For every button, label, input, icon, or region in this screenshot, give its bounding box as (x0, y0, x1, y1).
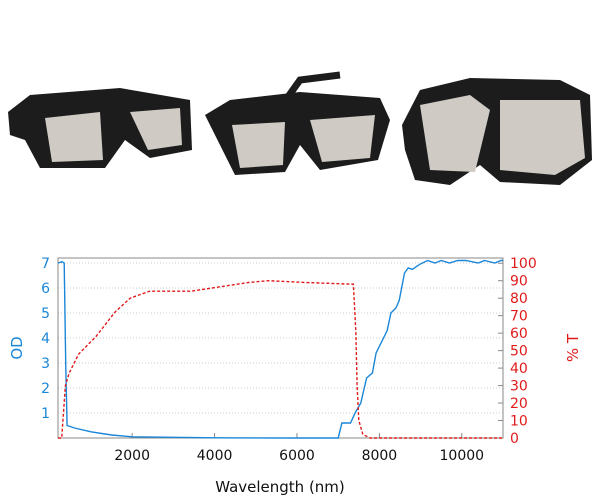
y-tick-label: 4 (41, 331, 50, 347)
y2-tick-label: 80 (510, 291, 528, 307)
x-axis-label: Wavelength (nm) (215, 478, 345, 496)
y2-tick-label: 100 (510, 256, 537, 272)
plot-frame (57, 257, 504, 439)
y-tick-label: 1 (41, 406, 50, 422)
y-axis-label: OD (8, 336, 26, 359)
y2-tick-label: 10 (510, 414, 528, 430)
goggles-image (402, 78, 592, 185)
y2-tick-label: 50 (510, 344, 528, 360)
y2-tick-label: 60 (510, 326, 528, 342)
fitover-glasses-image (205, 71, 390, 175)
y2-axis-label: % T (564, 333, 582, 362)
x-tick-label: 2000 (114, 448, 150, 464)
y2-tick-label: 40 (510, 361, 528, 377)
y-tick-label: 2 (41, 381, 50, 397)
y2-tick-label: 0 (510, 431, 519, 447)
x-tick-label: 8000 (362, 448, 398, 464)
y-tick-label: 6 (41, 281, 50, 297)
y-tick-label: 3 (41, 356, 50, 372)
y2-tick-label: 20 (510, 396, 528, 412)
y-tick-label: 7 (41, 256, 50, 272)
wraparound-glasses-image (8, 88, 192, 168)
y2-tick-label: 70 (510, 309, 528, 325)
transmission-line (58, 279, 503, 439)
y-tick-label: 5 (41, 306, 50, 322)
y2-tick-label: 90 (510, 274, 528, 290)
x-tick-label: 4000 (197, 448, 233, 464)
y2-tick-label: 30 (510, 379, 528, 395)
x-tick-label: 6000 (279, 448, 315, 464)
x-tick-label: 10000 (440, 448, 485, 464)
optical-density-line (57, 259, 503, 439)
product-images (8, 71, 592, 185)
